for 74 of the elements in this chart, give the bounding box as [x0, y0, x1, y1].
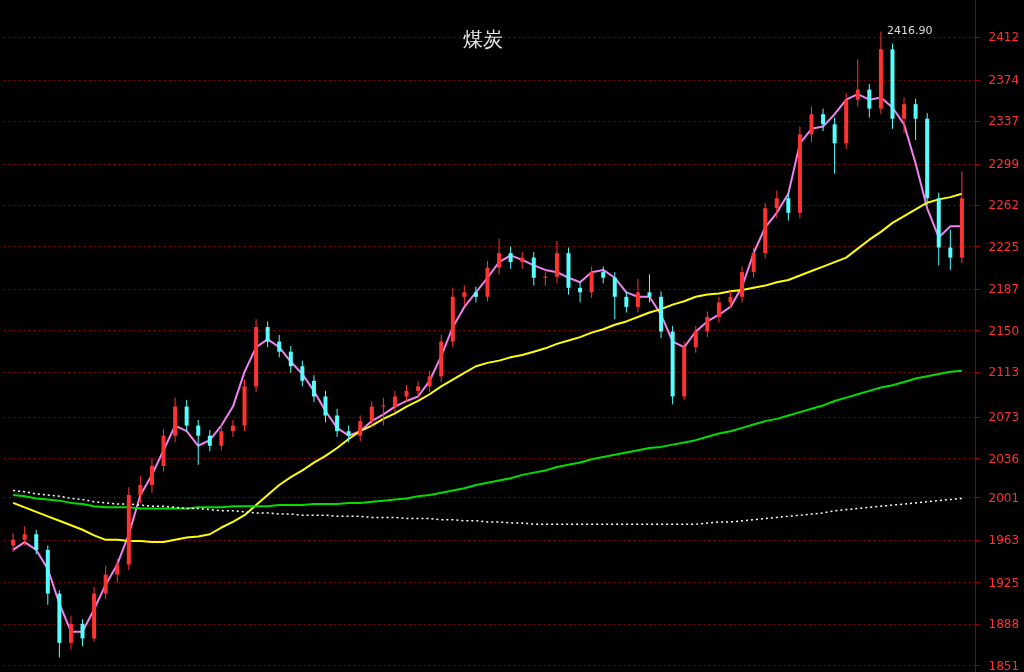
y-tick-label: 1851 — [988, 658, 1020, 672]
candlestick — [311, 374, 316, 403]
candlestick — [416, 380, 421, 399]
candlestick — [902, 96, 907, 134]
candlestick — [323, 390, 328, 423]
candlestick — [462, 285, 467, 307]
candlestick — [774, 189, 779, 219]
candlestick — [358, 415, 363, 442]
candlestick — [138, 475, 143, 504]
candlestick — [751, 247, 756, 279]
candlestick — [497, 238, 502, 275]
candlestick — [196, 419, 201, 466]
candlestick — [647, 273, 652, 303]
line-series — [12, 489, 963, 525]
y-tick-label: 2073 — [988, 410, 1020, 425]
candlestick — [381, 397, 386, 427]
candlestick — [832, 117, 837, 175]
candlestick — [821, 108, 826, 132]
candlestick — [392, 390, 397, 413]
candlestick — [207, 429, 212, 452]
y-tick-label: 1925 — [988, 575, 1020, 590]
annotation: 2416.90 — [886, 24, 933, 38]
candlestick — [624, 290, 629, 313]
y-tick-label: 1963 — [988, 533, 1020, 548]
y-tick-label: 2187 — [988, 282, 1020, 297]
line-series — [12, 192, 963, 544]
y-tick-label: 2113 — [988, 365, 1020, 380]
y-tick-label: 1888 — [988, 617, 1020, 632]
candlestick — [508, 245, 513, 270]
candlestick — [635, 278, 640, 313]
candlestick — [531, 251, 536, 287]
text: 煤炭 — [462, 27, 503, 51]
candlestick — [705, 310, 710, 338]
candlestick — [913, 98, 918, 141]
candlestick — [103, 565, 108, 600]
candlestick — [786, 192, 791, 222]
candlestick — [589, 266, 594, 299]
candlestick — [22, 525, 27, 546]
candlestick — [230, 419, 235, 438]
y-tick-label: 2299 — [988, 157, 1020, 172]
candlestick — [288, 345, 293, 374]
y-tick-label: 2412 — [988, 30, 1020, 45]
candlestick — [543, 271, 548, 287]
candlestick — [184, 399, 189, 432]
candlestick — [68, 615, 73, 651]
y-tick-label: 2001 — [988, 490, 1020, 505]
candlestick — [265, 320, 270, 348]
candlestick — [427, 370, 432, 393]
y-tick-label: 2262 — [988, 198, 1020, 213]
candlestick — [335, 408, 340, 438]
candlestick — [867, 83, 872, 119]
candlestick — [277, 334, 282, 358]
y-tick-label: 2337 — [988, 114, 1020, 129]
candlestick — [149, 457, 154, 494]
candlestick — [11, 532, 16, 553]
candlestick — [809, 105, 814, 143]
y-tick-label: 2374 — [988, 73, 1020, 88]
candlestick — [115, 558, 120, 583]
candlestick — [554, 240, 559, 284]
y-tick-label: 2036 — [988, 451, 1020, 466]
candlestick — [300, 360, 305, 387]
candlestick — [219, 423, 224, 451]
candlestick — [34, 529, 39, 555]
y-tick-label: 2150 — [988, 323, 1020, 338]
candlestick — [716, 296, 721, 324]
candlestick — [80, 618, 85, 647]
candlestick — [693, 325, 698, 354]
candlestick — [612, 271, 617, 320]
candlestick — [473, 286, 478, 303]
candlestick — [855, 58, 860, 107]
y-tick-label: 2225 — [988, 239, 1020, 254]
candlestick — [948, 229, 953, 271]
candlestick — [369, 400, 374, 428]
line-series — [12, 369, 963, 510]
